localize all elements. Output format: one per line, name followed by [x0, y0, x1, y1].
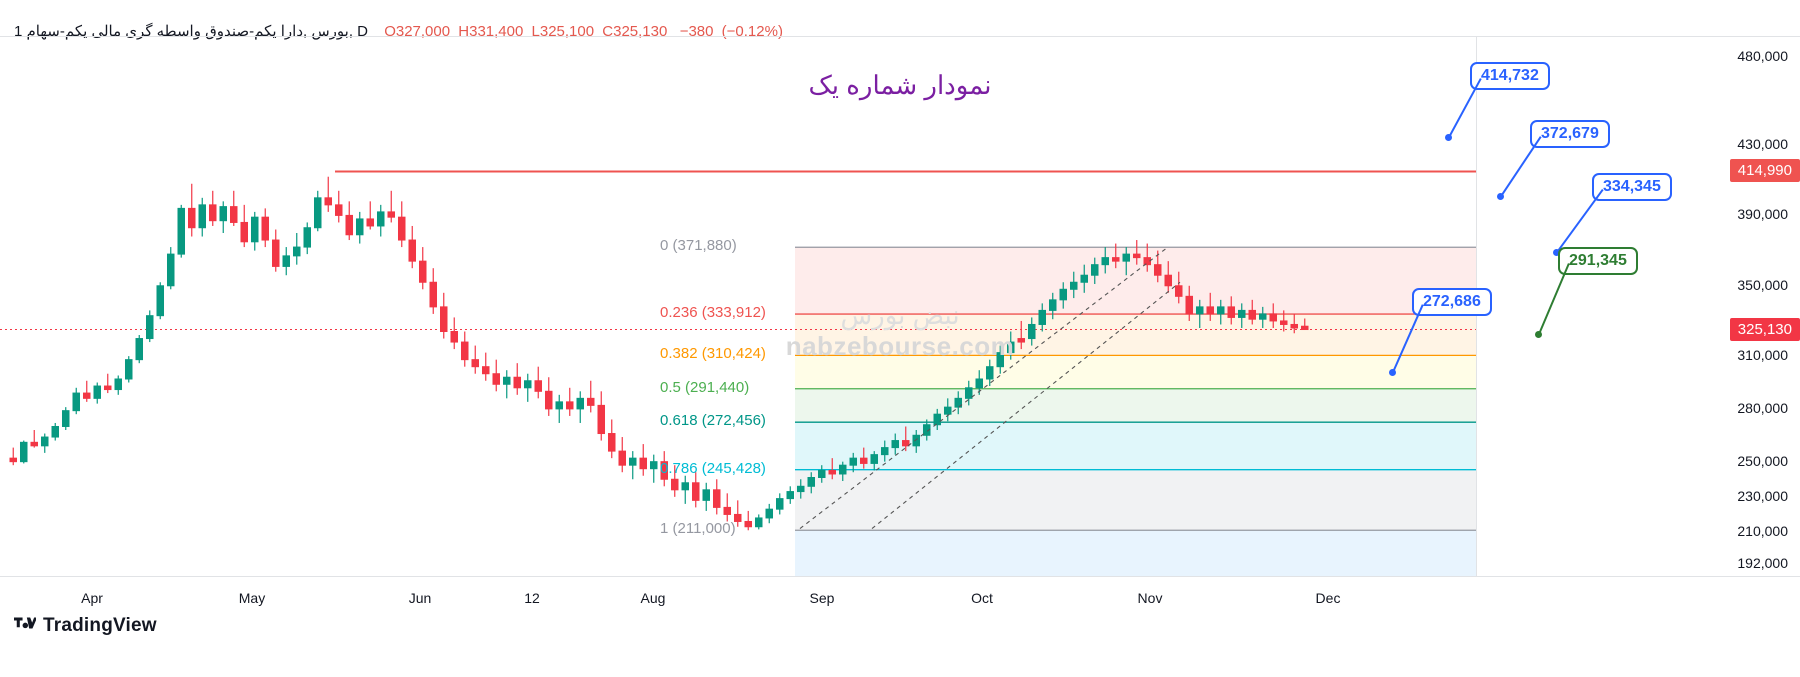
time-axis-divider — [0, 576, 1800, 577]
resistance-price-tag: 414,990 — [1729, 159, 1800, 183]
fib-level-label: 0.236 (333,912) — [660, 304, 766, 322]
fib-level-label: 0.618 (272,456) — [660, 412, 766, 430]
callout-anchor-dot — [1535, 331, 1542, 338]
price-callout[interactable]: 291,345 — [1558, 247, 1638, 275]
last-price-tag: 325,130 — [1729, 317, 1800, 341]
time-axis-tick: 12 — [524, 590, 540, 606]
ohlc-low-label: L — [531, 23, 540, 40]
time-axis-tick: Jun — [408, 590, 432, 606]
price-axis-tick: 480,000 — [1737, 48, 1788, 65]
price-axis-tick: 280,000 — [1737, 399, 1788, 416]
ohlc-high-value: 331,400 — [469, 23, 524, 40]
ohlc-high-label: H — [458, 23, 470, 40]
tradingview-label: TradingView — [43, 615, 157, 636]
price-axis-tick: 310,000 — [1737, 347, 1788, 364]
change-percent: (−0.12%) — [721, 23, 783, 40]
chart-plot-area[interactable]: 0 (371,880) 0.236 (333,912) 0.382 (310,424… — [0, 36, 1476, 576]
interval-label[interactable]: D — [357, 23, 369, 40]
time-axis-tick: Nov — [1137, 590, 1163, 606]
time-axis-tick: Sep — [809, 590, 835, 606]
ohlc-open-value: 327,000 — [395, 23, 451, 40]
time-axis-tick: Apr — [81, 590, 103, 606]
callout-anchor-dot — [1497, 193, 1504, 200]
ohlc-open-label: O — [384, 23, 396, 40]
callout-anchor-dot — [1553, 249, 1560, 256]
time-axis-tick: Oct — [971, 590, 993, 606]
header-divider — [0, 36, 1800, 37]
time-axis[interactable]: Apr May Jun 12 Aug Sep Oct Nov Dec — [0, 576, 1476, 616]
fib-level-label: 0.5 (291,440) — [660, 378, 750, 396]
price-callout[interactable]: 414,732 — [1470, 62, 1550, 90]
symbol-name[interactable]: بورس ,دارا یکم-صندوق واسطه گری مالی یکم-… — [26, 23, 349, 40]
price-axis-tick: 430,000 — [1737, 136, 1788, 153]
price-axis-tick: 350,000 — [1737, 276, 1788, 293]
tradingview-branding[interactable]: TradingView — [14, 615, 157, 637]
ohlc-low-value: 325,100 — [539, 23, 595, 40]
time-axis-tick: Aug — [640, 590, 666, 606]
price-axis-tick: 210,000 — [1737, 523, 1788, 540]
callout-anchor-dot — [1445, 134, 1452, 141]
fib-level-label: 1 (211,000) — [660, 520, 736, 538]
fib-level-label: 0 (371,880) — [660, 237, 737, 255]
price-callout[interactable]: 272,686 — [1412, 288, 1492, 316]
tradingview-logo-icon — [14, 617, 38, 635]
fib-level-label: 0.382 (310,424) — [660, 345, 766, 363]
callout-anchor-dot — [1389, 369, 1396, 376]
price-axis-tick: 230,000 — [1737, 487, 1788, 504]
ohlc-close-value: 325,130 — [613, 23, 668, 40]
chart-header: 1 بورس ,دارا یکم-صندوق واسطه گری مالی یک… — [14, 23, 783, 40]
change-absolute: −380 — [679, 23, 714, 40]
price-axis[interactable]: 480,000 430,000 390,000 350,000 310,000 280,0… — [1476, 36, 1800, 576]
price-axis-tick: 192,000 — [1737, 554, 1788, 571]
ohlc-close-label: C — [602, 23, 614, 40]
time-axis-tick: Dec — [1315, 590, 1341, 606]
fib-level-label: 0.786 (245,428) — [660, 459, 766, 477]
price-callout[interactable]: 372,679 — [1530, 120, 1610, 148]
price-axis-tick: 250,000 — [1737, 452, 1788, 469]
price-axis-tick: 390,000 — [1737, 206, 1788, 223]
price-callout[interactable]: 334,345 — [1592, 173, 1672, 201]
page-title: نمودار شماره یک — [808, 70, 992, 100]
time-axis-tick: May — [238, 590, 266, 606]
header-prefix-number: 1 — [14, 23, 23, 40]
